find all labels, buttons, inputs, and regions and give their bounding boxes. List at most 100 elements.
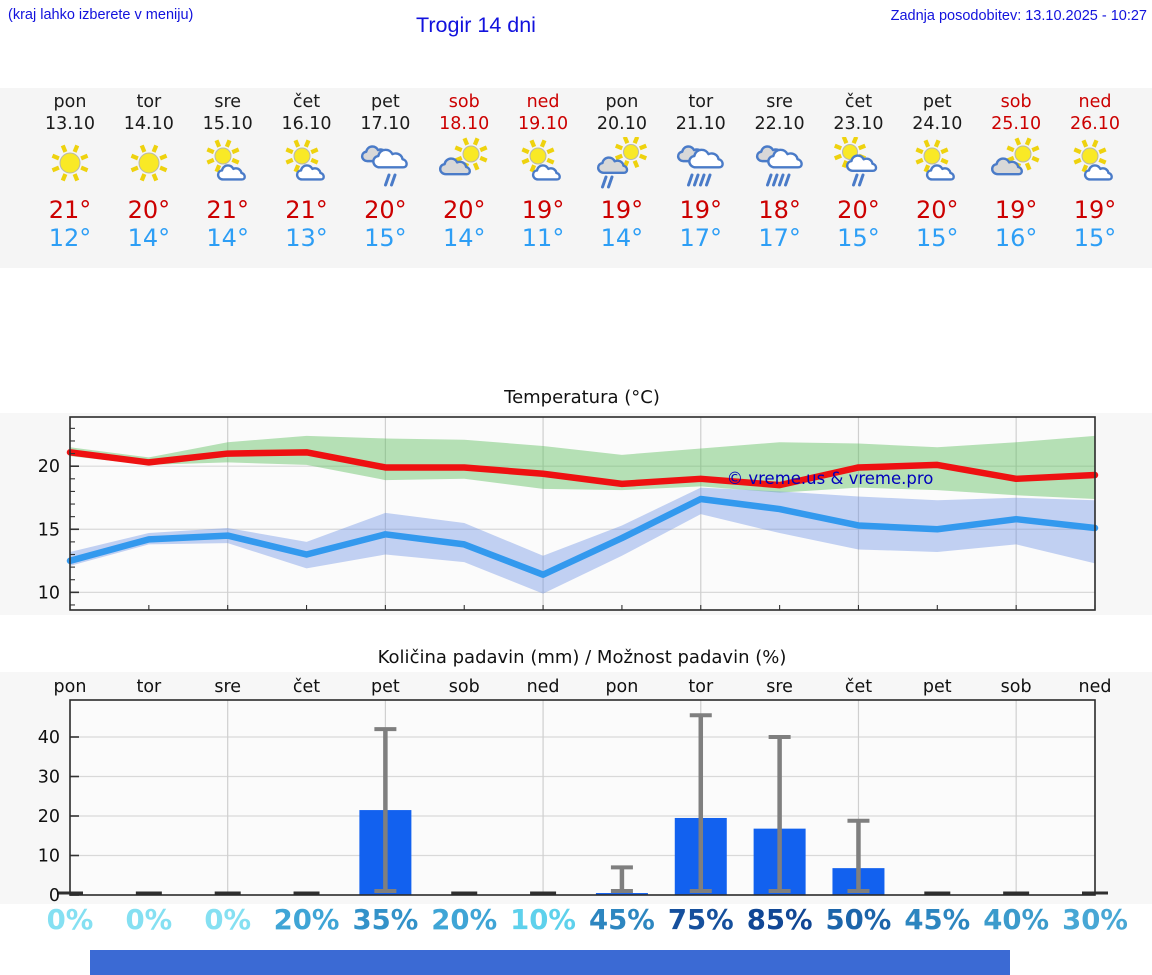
precip-probability: 40% [983,904,1050,936]
temp-low-line [66,495,1099,578]
sun-ray [51,153,60,161]
sun-ray [159,153,168,161]
temp-ytick-label: 15 [38,520,60,540]
sun-ray [529,164,537,173]
precip-probability: 50% [825,904,892,936]
temperature-chart: 10 15 20 © vreme.us & vreme.pro [0,413,1152,615]
day-name: sre [766,92,793,112]
precip-day-label: pet [923,677,952,697]
page-title: Trogir 14 dni [416,13,536,37]
day-column-16.10: čet 16.10 21° 13° [265,88,349,272]
temp-ytick-label: 10 [38,583,60,603]
day-high-temp: 18° [758,196,801,224]
sun-ray [285,157,294,165]
cloud-shape [1083,164,1113,181]
day-date: 16.10 [281,114,332,134]
sun-disc [59,152,81,174]
day-low-temp: 15° [916,224,959,252]
day-name: tor [136,92,162,112]
sun-icon [51,144,89,182]
sun-ray [834,143,843,151]
sun-ray [72,144,80,153]
day-column-13.10: pon 13.10 21° 12° [28,88,112,272]
rain-streak [606,175,614,189]
day-name: sre [214,92,242,112]
sun-ray [1014,137,1022,146]
temp-high-line [66,449,1099,489]
sun-disc [214,147,232,165]
sun-ray [1081,139,1089,148]
day-low-temp: 14° [127,224,171,252]
sun-disc [923,147,941,165]
day-low-temp: 14° [600,224,644,252]
day-name: tor [688,92,714,112]
sun-ray [858,143,867,151]
sun-ray [139,144,147,153]
precip-probability: 20% [273,904,340,936]
temp-band-0 [70,435,1095,499]
sun-cloud-icon [1073,139,1113,181]
rain-streak [852,173,859,187]
precip-probability: 20% [431,904,498,936]
day-low-temp: 14° [442,224,486,252]
sun-ray [1073,157,1082,165]
sun-disc [1014,145,1032,163]
day-low-temp: 11° [521,224,565,252]
sun-ray [529,139,537,148]
day-name: ned [526,92,560,112]
day-column-24.10: pet 24.10 20° 15° [895,88,979,272]
day-date: 15.10 [202,114,253,134]
precip-probability: 10% [510,904,576,936]
sun-ray [834,153,843,161]
cloud-shape [596,156,629,174]
day-column-21.10: tor 21.10 19° 17° [659,88,743,272]
cloud-shape [295,164,325,181]
day-name: pon [53,92,87,112]
sun-ray [614,143,623,151]
day-column-18.10: sob 18.10 20° 14° [422,88,506,272]
sun-ray [231,157,240,165]
sun-ray [842,159,849,169]
temperature-chart-title: Temperatura (°C) [504,387,660,408]
precip-day-label: čet [845,677,872,697]
day-high-temp: 21° [206,196,249,224]
sun-ray [479,145,488,153]
sun-ray [72,173,80,182]
rain-streak [692,173,700,187]
cloud-shape [846,154,878,172]
sun-ray [1006,145,1015,153]
sun-disc [462,145,480,163]
rain-streak [704,173,712,187]
sun-ray [309,157,319,165]
precip-day-label: sre [214,677,241,697]
sun-ray [151,144,159,153]
rain-streak [686,173,694,187]
precip-zero-dash [293,891,320,895]
day-date: 13.10 [44,114,96,134]
day-name: pon [605,92,639,112]
sun-ray [539,139,547,148]
sun-ray [80,153,89,161]
day-low-temp: 12° [48,224,92,252]
precip-frame [69,699,1096,896]
day-low-temp: 13° [285,224,328,252]
day-column-17.10: pet 17.10 20° 15° [343,88,427,272]
sun-ray [214,139,221,148]
precipitation-chart: pon tor sre čet pet sob ned pon tor sre čet pet sob n… [0,672,1152,904]
sun-ray [51,165,60,173]
precip-ytick-label: 30 [38,768,60,788]
day-high-temp: 19° [994,196,1038,224]
day-date: 25.10 [991,114,1042,134]
day-column-26.10: ned 26.10 19° 15° [1053,88,1137,272]
sun-disc [138,152,160,174]
day-column-22.10: sre 22.10 18° 17° [738,88,822,272]
sun-ray [923,164,931,173]
cloud-shape [531,164,561,181]
day-low-temp: 17° [758,224,801,252]
day-column-25.10: sob 25.10 19° 16° [974,88,1058,272]
sun-disc [293,147,311,165]
precip-day-label: tor [136,677,162,697]
precip-probability: 30% [1062,904,1128,936]
day-name: čet [292,92,321,112]
sun-ray [521,157,530,165]
